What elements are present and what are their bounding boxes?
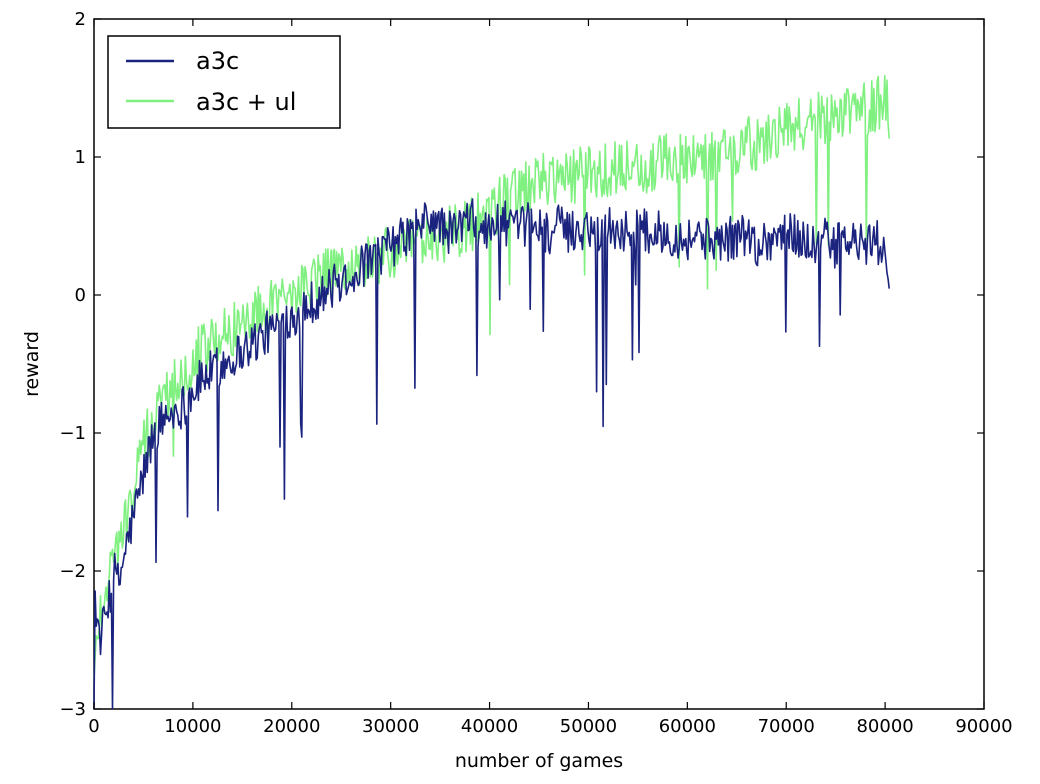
x-tick-label: 90000 — [955, 716, 1012, 737]
x-tick-label: 80000 — [856, 716, 913, 737]
legend-label-a3c: a3c — [196, 47, 239, 75]
series-line-a3c — [93, 198, 890, 710]
tick-layer: 0 10000 20000 30000 40000 50000 60000 70000 8000… — [59, 9, 1012, 737]
x-axis-label: number of games — [455, 750, 623, 772]
x-tick-label: 70000 — [758, 716, 815, 737]
y-tick-label: −3 — [59, 699, 86, 720]
series-layer — [93, 74, 890, 710]
y-tick-label: 1 — [75, 147, 86, 168]
x-tick-label: 20000 — [263, 716, 320, 737]
series-line-a3c-ul — [93, 74, 890, 679]
legend: a3c a3c + ul — [107, 35, 341, 129]
x-tick-label: 50000 — [560, 716, 617, 737]
x-tick-label: 10000 — [164, 716, 221, 737]
y-tick-label: 2 — [75, 9, 86, 30]
legend-box — [107, 35, 341, 129]
y-tick-label: 0 — [75, 285, 86, 306]
x-tick-label: 40000 — [461, 716, 518, 737]
y-tick-label: −2 — [59, 561, 86, 582]
legend-label-a3c-ul: a3c + ul — [196, 88, 296, 116]
x-tick-label: 30000 — [362, 716, 419, 737]
y-axis-label: reward — [21, 331, 43, 397]
x-tick-label: 60000 — [659, 716, 716, 737]
y-tick-label: −1 — [59, 423, 86, 444]
x-tick-label: 0 — [88, 716, 99, 737]
